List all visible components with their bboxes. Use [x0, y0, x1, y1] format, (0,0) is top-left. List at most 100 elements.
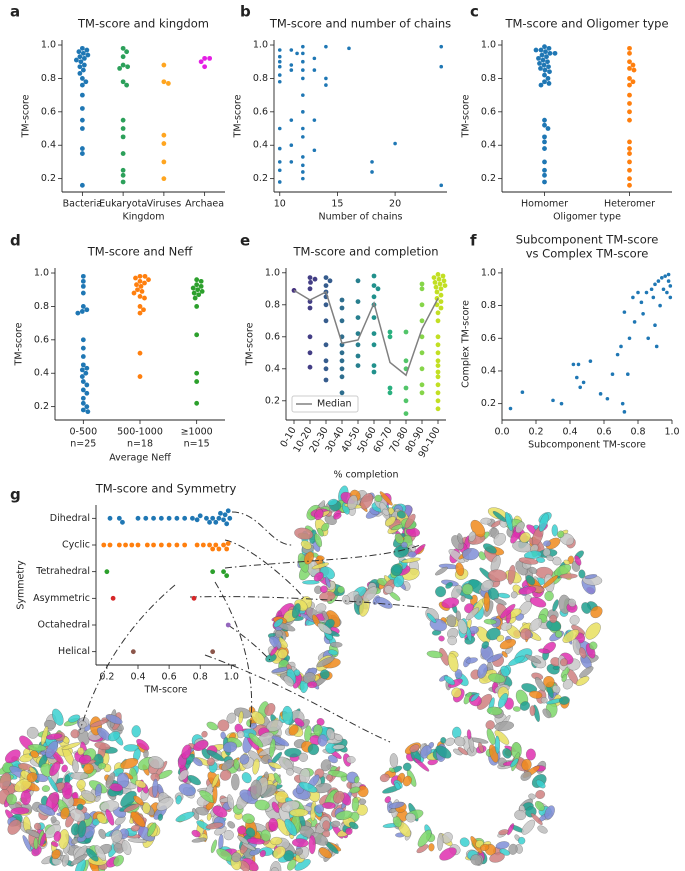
point: [134, 282, 139, 288]
point: [84, 382, 90, 388]
panel-label: e: [240, 232, 250, 250]
point: [84, 390, 90, 396]
point: [110, 595, 116, 601]
helix: [217, 719, 230, 732]
helix: [441, 597, 460, 609]
point: [439, 64, 444, 69]
helix: [405, 813, 416, 823]
helix: [191, 837, 207, 843]
point: [312, 56, 317, 61]
point: [598, 392, 603, 396]
panel-label: f: [470, 232, 477, 250]
helix: [332, 744, 345, 750]
point: [135, 287, 140, 293]
point: [627, 146, 632, 151]
point: [312, 118, 317, 122]
point: [139, 288, 145, 294]
helix: [454, 736, 466, 747]
point: [666, 279, 671, 283]
helix: [446, 614, 457, 628]
point: [312, 68, 317, 72]
point: [116, 515, 122, 521]
point: [627, 92, 632, 98]
point: [542, 122, 547, 128]
point: [323, 302, 329, 308]
x-tick-label: 0.2: [99, 672, 114, 683]
point: [84, 365, 90, 371]
point: [403, 358, 409, 364]
helix: [237, 730, 245, 739]
point: [216, 546, 222, 552]
point: [627, 82, 632, 88]
point: [161, 79, 167, 85]
helix: [439, 647, 450, 666]
point: [387, 390, 393, 396]
point: [307, 334, 313, 340]
point: [80, 283, 86, 289]
helix: [407, 551, 417, 558]
helix: [325, 576, 331, 588]
helix: [298, 781, 318, 793]
point: [437, 281, 443, 287]
helix: [298, 752, 308, 762]
point: [84, 47, 90, 53]
point: [339, 374, 345, 380]
helix: [201, 730, 208, 738]
helix: [500, 603, 516, 619]
helix: [354, 776, 360, 784]
helix: [294, 527, 314, 540]
point: [225, 622, 231, 628]
helix: [441, 832, 453, 844]
helix: [269, 738, 276, 758]
helix: [327, 498, 338, 506]
helix: [206, 812, 212, 821]
point: [77, 64, 83, 70]
helix: [233, 758, 240, 770]
y-tick-label: 0.8: [41, 73, 56, 84]
helix: [295, 847, 303, 856]
y-tick-label: 1.0: [265, 267, 280, 278]
point: [508, 406, 513, 411]
helix: [311, 562, 329, 570]
helix: [326, 728, 335, 741]
helix: [20, 789, 31, 806]
point: [79, 82, 85, 88]
point: [194, 277, 200, 283]
point: [419, 382, 425, 388]
point: [339, 358, 345, 364]
helix: [445, 582, 453, 589]
point: [192, 295, 198, 301]
helix: [388, 801, 405, 809]
helix: [195, 806, 209, 816]
helix: [291, 838, 309, 848]
helix: [557, 530, 565, 538]
helix: [574, 555, 582, 566]
point: [542, 172, 547, 178]
point: [104, 569, 110, 575]
x-tick-label: 0.4: [130, 672, 145, 683]
point: [301, 163, 305, 168]
helix: [61, 742, 81, 750]
helix: [270, 836, 283, 846]
helix: [396, 510, 406, 519]
helix: [192, 757, 203, 767]
y-axis-label: TM-score: [233, 94, 244, 138]
helix: [260, 829, 271, 842]
point: [135, 542, 141, 548]
point: [80, 290, 86, 296]
point: [191, 290, 197, 296]
point: [403, 329, 409, 335]
point: [85, 52, 91, 58]
point: [653, 323, 657, 328]
helix: [206, 721, 218, 731]
point: [339, 318, 345, 324]
helix: [535, 779, 546, 789]
point: [80, 400, 86, 406]
y-tick-label: Cyclic: [62, 540, 90, 551]
helix: [77, 747, 85, 756]
helix: [569, 615, 580, 626]
point: [339, 390, 345, 396]
helix: [575, 676, 590, 686]
median-line: [293, 289, 439, 377]
y-tick-label: 1.0: [481, 40, 496, 51]
